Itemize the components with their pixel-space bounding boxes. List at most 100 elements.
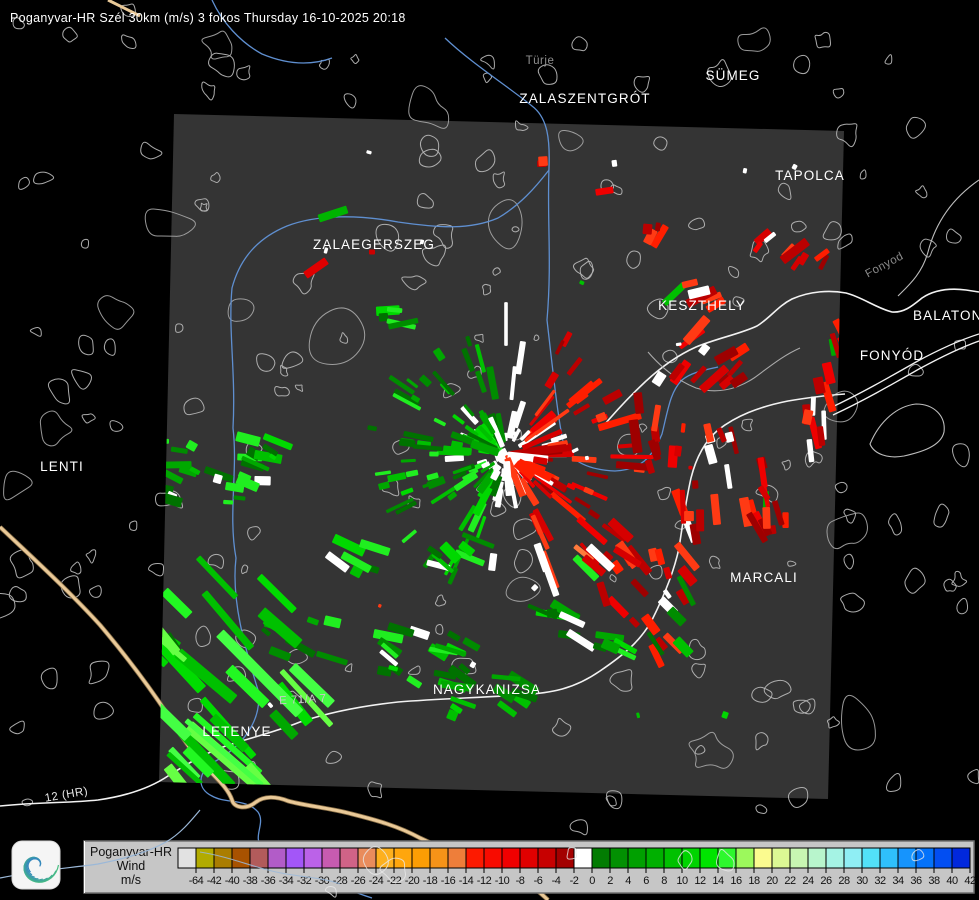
radar-echo: [470, 440, 500, 457]
radar-echo: [509, 366, 517, 401]
colorbar-cell: [303, 847, 323, 869]
radar-echo: [534, 389, 556, 417]
radar-echo: [476, 472, 495, 494]
village-outline: [826, 716, 840, 729]
colorbar-cell: [753, 847, 773, 869]
river: [200, 169, 550, 899]
colorbar-tick-label: 30: [856, 875, 868, 887]
village-outline: [751, 686, 773, 703]
radar-echo: [654, 548, 666, 566]
colorbar-tick-label: 16: [730, 875, 742, 887]
village-outline: [787, 786, 809, 808]
village-outline: [834, 481, 848, 494]
radar-echo: [699, 364, 730, 393]
radar-echo: [585, 543, 615, 572]
colorbar-tick-label: -20: [405, 875, 420, 887]
village-outline: [308, 307, 366, 365]
colorbar-cell: [213, 847, 233, 869]
village-outline: [487, 199, 523, 250]
radar-echo: [233, 495, 246, 501]
radar-echo: [241, 455, 270, 472]
village-outline: [569, 819, 588, 836]
radar-echo: [595, 186, 614, 196]
radar-echo: [480, 461, 495, 474]
radar-echo: [388, 665, 399, 672]
radar-echo: [269, 709, 299, 740]
radar-echo: [168, 746, 201, 781]
radar-echo: [601, 523, 626, 543]
village-outline: [480, 54, 495, 70]
colorbar-cell: [177, 847, 197, 869]
colorbar-tick-label: 22: [784, 875, 796, 887]
radar-echo: [763, 231, 777, 243]
radar-echo: [159, 635, 187, 662]
village-outline: [294, 384, 304, 392]
radar-echo: [331, 534, 366, 557]
radar-echo: [579, 280, 585, 286]
radar-echo: [398, 438, 416, 448]
radar-echo: [488, 553, 498, 572]
village-outline: [60, 575, 81, 599]
radar-echo: [472, 486, 493, 517]
radar-echo: [684, 510, 694, 522]
radar-echo: [592, 642, 608, 652]
village-outline: [533, 334, 540, 341]
radar-echo: [581, 554, 606, 577]
village-outline: [511, 226, 520, 233]
city-label: ZALASZENTGRÓT: [519, 91, 650, 106]
radar-echo: [651, 404, 662, 432]
radar-echo: [721, 711, 729, 719]
radar-echo: [316, 650, 348, 666]
radar-echo: [544, 371, 559, 389]
road-label: Türje: [526, 55, 555, 67]
radar-echo: [430, 486, 456, 505]
radar-echo: [303, 257, 329, 279]
village-outline: [325, 750, 342, 764]
radar-echo: [602, 389, 623, 405]
radar-echo: [488, 416, 505, 448]
radar-echo: [406, 675, 423, 689]
radar-echo: [642, 223, 653, 235]
colorbar-tick-label: 10: [676, 875, 688, 887]
village-outline: [256, 353, 276, 372]
radar-echo: [705, 296, 726, 313]
city-label: FONYÓD: [860, 348, 924, 363]
village-outline: [103, 338, 116, 356]
radar-echo: [448, 664, 477, 689]
radar-echo: [161, 587, 193, 619]
colorbar-tick-label: -22: [387, 875, 402, 887]
colorbar-tick-label: 0: [589, 875, 595, 887]
radar-echo: [753, 228, 772, 246]
radar-echo: [492, 683, 517, 704]
village-outline: [657, 486, 672, 501]
radar-echo: [323, 615, 342, 629]
radar-echo: [212, 473, 223, 485]
radar-echo: [261, 627, 271, 637]
radar-echo: [440, 680, 473, 692]
radar-echo: [323, 247, 329, 254]
village-outline: [732, 296, 745, 307]
colorbar-cell: [771, 847, 791, 869]
radar-echo: [201, 590, 254, 651]
radar-echo: [446, 709, 459, 722]
village-outline: [419, 134, 440, 157]
radar-echo: [719, 375, 735, 390]
village-outline: [837, 233, 853, 250]
village-outline: [281, 351, 304, 369]
radar-echo: [433, 669, 457, 680]
radar-echo: [488, 474, 503, 497]
village-outline: [814, 31, 832, 49]
radar-echo: [385, 497, 414, 514]
village-outline: [350, 54, 360, 65]
colorbar-tick-label: -38: [243, 875, 258, 887]
radar-echo: [433, 417, 446, 427]
village-outline: [653, 136, 668, 151]
radar-echo: [583, 486, 594, 496]
village-outline: [324, 885, 337, 898]
village-outline: [210, 172, 221, 184]
radar-echo: [698, 343, 711, 356]
radar-echo: [533, 474, 572, 504]
village-outline: [688, 217, 706, 231]
village-outline: [208, 52, 235, 78]
radar-echo: [688, 465, 693, 470]
